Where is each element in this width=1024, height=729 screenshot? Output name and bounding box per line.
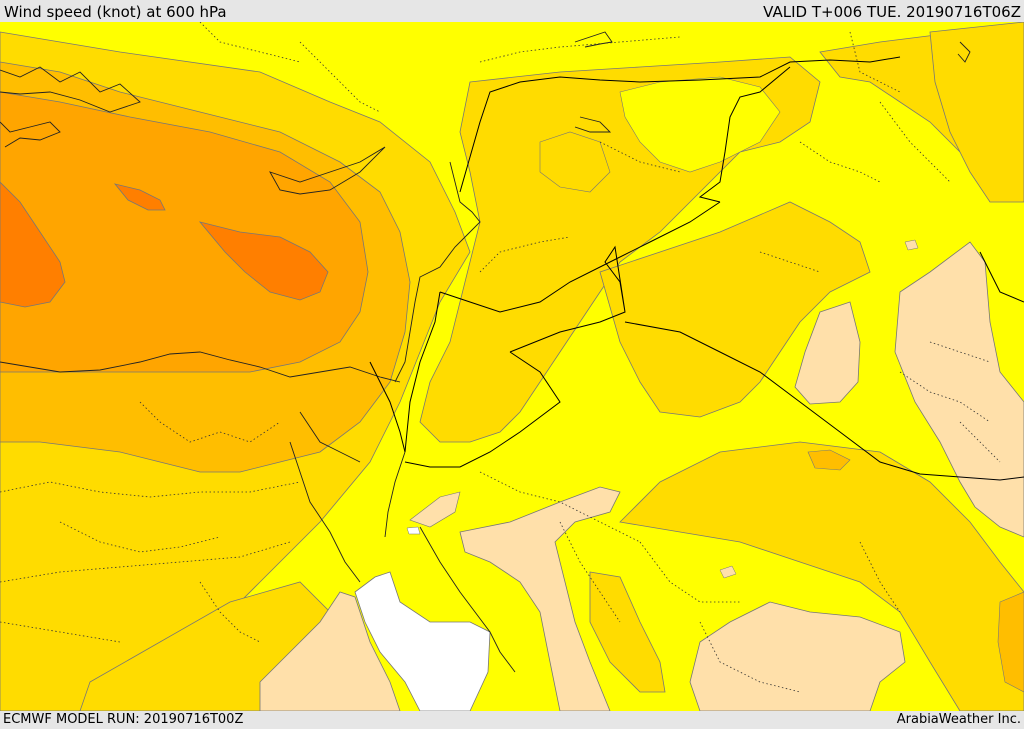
wind-band-low-dot-1 xyxy=(904,239,919,251)
valid-time-label: VALID T+006 TUE. 20190716T06Z xyxy=(763,3,1021,21)
wind-band-higher-west xyxy=(0,91,369,373)
wind-band-max-1 xyxy=(0,181,66,308)
wind-band-mid-blob xyxy=(539,131,611,193)
wind-band-high-small xyxy=(807,449,851,471)
wind-band-low-southwest xyxy=(259,591,401,711)
country-borders xyxy=(369,56,1024,481)
wind-band-lowest xyxy=(354,571,491,711)
wind-band-low-arabia xyxy=(459,486,621,711)
wind-band-high-blob xyxy=(997,591,1024,693)
wind-band-mid-south xyxy=(589,571,666,693)
wind-band-low-dot-2 xyxy=(719,565,737,579)
wind-band-low-center xyxy=(794,301,861,405)
wind-band-max-3 xyxy=(113,183,166,211)
wind-band-low-south xyxy=(689,601,906,711)
wind-band-lowest-small xyxy=(406,526,421,535)
wind-speed-map[interactable] xyxy=(0,22,1024,711)
map-title: Wind speed (knot) at 600 hPa xyxy=(4,3,227,21)
wind-band-mid-east xyxy=(929,22,1024,203)
wind-band-low-east xyxy=(894,241,1024,538)
admin-boundaries xyxy=(0,22,1001,693)
credit-label: ArabiaWeather Inc. xyxy=(896,712,1021,727)
coastlines xyxy=(0,31,971,673)
model-run-label: ECMWF MODEL RUN: 20190716T00Z xyxy=(3,712,244,727)
map-header: Wind speed (knot) at 600 hPa VALID T+006… xyxy=(0,0,1024,22)
wind-band-mid-center xyxy=(599,201,871,418)
wind-band-max-2 xyxy=(198,221,329,301)
wind-band-base-hole xyxy=(619,76,781,173)
map-footer: ECMWF MODEL RUN: 20190716T00Z ArabiaWeat… xyxy=(0,711,1024,729)
wind-band-low-sinai xyxy=(409,491,461,528)
wind-band-mid-southeast xyxy=(619,441,1024,711)
